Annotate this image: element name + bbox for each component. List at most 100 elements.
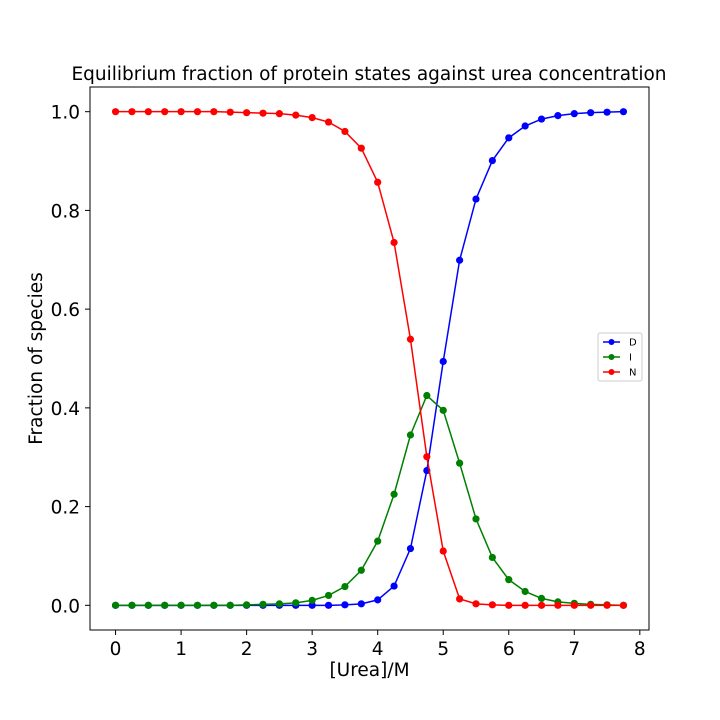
series-I-point — [210, 601, 218, 609]
series-N-point — [308, 114, 316, 122]
series-I-point — [324, 591, 333, 600]
series-I-point — [177, 601, 185, 609]
series-D-point — [341, 601, 349, 609]
series-N-point — [144, 108, 152, 116]
y-tick-label: 0.4 — [51, 399, 80, 420]
series-D-point — [488, 156, 496, 165]
series-D-point — [324, 601, 333, 609]
series-D-point — [439, 357, 447, 366]
series-I-point — [537, 594, 546, 603]
x-tick-label: 5 — [437, 639, 449, 660]
y-axis-label: Fraction of species — [26, 272, 47, 445]
series-N-point — [570, 601, 578, 609]
series-I-point — [423, 391, 431, 400]
y-axis: 0.0 0.2 0.4 0.6 0.8 1.0 — [51, 103, 90, 617]
legend-label: D — [629, 338, 637, 349]
series-I-point — [111, 601, 120, 609]
series-N-point — [210, 108, 218, 116]
series-I-point — [439, 406, 447, 414]
legend: DIN — [597, 332, 643, 382]
x-tick-label: 4 — [372, 639, 384, 660]
legend-label: N — [629, 368, 636, 379]
legend-swatch-marker — [608, 369, 615, 375]
x-tick-label: 6 — [503, 639, 515, 660]
legend-swatch-marker — [608, 339, 615, 345]
series-I-point — [161, 601, 169, 609]
y-tick-label: 0.2 — [51, 498, 80, 519]
series-N-point — [243, 109, 251, 117]
series-I-point — [128, 601, 136, 609]
series-N-point — [439, 547, 447, 555]
x-tick-label: 0 — [110, 639, 122, 660]
x-axis-label: [Urea]/M — [329, 660, 409, 681]
series-N-point — [324, 118, 333, 126]
series-D-point — [554, 112, 562, 120]
series-N-point — [341, 127, 349, 136]
y-tick-label: 0.6 — [51, 300, 80, 321]
chart-title: Equilibrium fraction of protein states a… — [71, 64, 666, 85]
series-D-point — [308, 601, 316, 609]
series-I-point — [374, 537, 382, 545]
series-N-point — [587, 601, 595, 609]
series-I-point — [243, 601, 251, 609]
series-I-point — [505, 576, 513, 584]
series-D-point — [456, 256, 464, 264]
series-I-point — [144, 601, 152, 609]
x-tick-label: 2 — [241, 639, 253, 660]
series-I-point — [521, 587, 529, 596]
series-I-point — [406, 431, 415, 439]
series-D-point — [587, 109, 595, 117]
series-I-point — [341, 582, 349, 591]
series-N-point — [161, 108, 169, 116]
series-N-point — [193, 108, 202, 116]
series-layer — [111, 108, 628, 609]
series-I-point — [357, 566, 365, 574]
series-N-point — [603, 601, 611, 609]
series-D-point — [357, 600, 365, 608]
series-N-point — [521, 601, 529, 609]
x-tick-label: 3 — [306, 639, 318, 660]
series-I-point — [292, 599, 300, 607]
series-I-point — [488, 553, 496, 562]
series-I-point — [308, 596, 316, 604]
series-N-point — [177, 108, 185, 116]
series-N-point — [554, 601, 562, 609]
series-N-point — [357, 144, 365, 152]
series-D-point — [374, 596, 382, 604]
series-N-point — [226, 108, 234, 116]
series-N-point — [505, 601, 513, 609]
series-D-point — [521, 122, 529, 130]
series-N-point — [423, 453, 431, 461]
series-I-point — [275, 600, 283, 608]
series-I-point — [226, 601, 234, 609]
series-N-point — [292, 111, 300, 119]
series-N-point — [128, 108, 136, 116]
series-N-point — [111, 108, 120, 116]
series-D-point — [619, 108, 628, 116]
series-D-point — [390, 582, 398, 590]
series-D-point — [505, 134, 513, 142]
series-D-point — [472, 195, 480, 203]
legend-swatch-marker — [608, 354, 615, 360]
series-D-point — [570, 110, 578, 118]
plot-area — [89, 86, 650, 631]
series-N-point — [275, 110, 283, 118]
series-I-point — [390, 490, 398, 498]
series-D-point — [406, 544, 415, 553]
series-D-point — [603, 108, 611, 116]
series-N-point — [390, 238, 398, 247]
series-N-point — [374, 178, 382, 186]
x-tick-label: 7 — [568, 639, 580, 660]
series-N-point — [456, 595, 464, 603]
series-N-point — [619, 601, 628, 609]
x-tick-label: 8 — [634, 639, 646, 660]
series-I-point — [259, 600, 267, 608]
series-I-point — [456, 459, 464, 467]
series-N-point — [488, 601, 496, 609]
series-I-point — [193, 601, 202, 609]
x-axis: 0 1 2 3 4 5 6 7 8 — [110, 630, 646, 660]
series-N-point — [259, 109, 267, 117]
series-N-point — [472, 600, 480, 608]
y-tick-label: 0.8 — [51, 201, 80, 222]
